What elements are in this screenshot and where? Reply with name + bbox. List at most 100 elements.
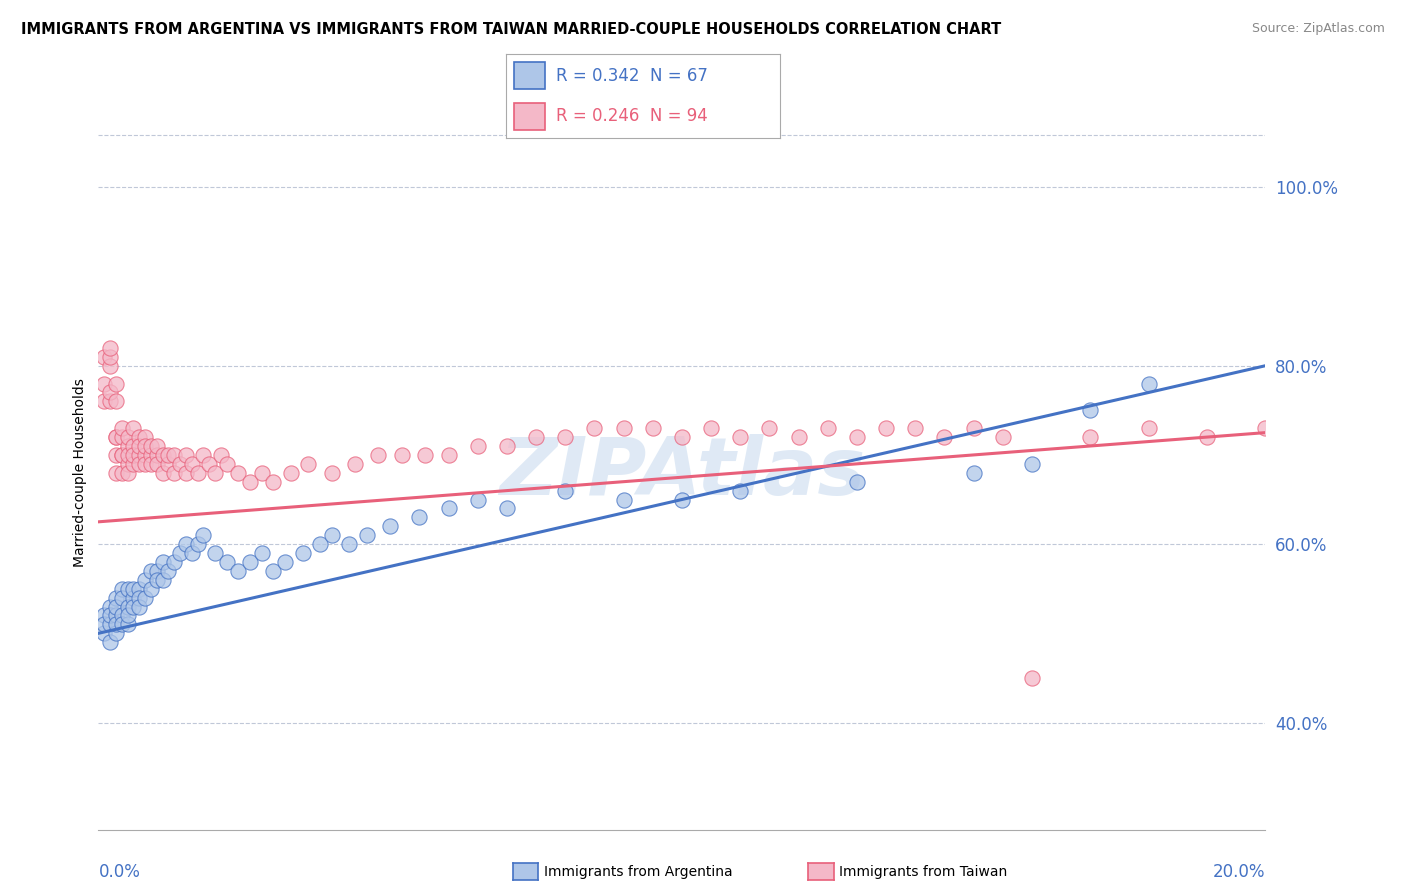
Point [215, 555, 238, 569]
Point [104, 599, 127, 614]
Point [134, 573, 156, 587]
Point [134, 439, 156, 453]
Point [309, 537, 332, 551]
Point [239, 475, 262, 489]
Point [98, 350, 121, 364]
Point [180, 546, 202, 560]
Point [93, 626, 115, 640]
Point [280, 466, 302, 480]
Y-axis label: Married-couple Households: Married-couple Households [73, 378, 87, 567]
Point [128, 439, 150, 453]
Point [111, 466, 134, 480]
Point [111, 582, 134, 596]
Point [991, 430, 1014, 444]
Point [297, 457, 319, 471]
Point [157, 448, 180, 462]
Point [180, 457, 202, 471]
Point [904, 421, 927, 435]
Point [128, 448, 150, 462]
Point [641, 421, 664, 435]
Text: ZIPAtlas: ZIPAtlas [499, 434, 865, 512]
Point [146, 439, 169, 453]
Point [122, 457, 145, 471]
Point [98, 385, 121, 400]
Point [413, 448, 436, 462]
Point [262, 564, 284, 578]
Point [117, 617, 139, 632]
Point [321, 466, 343, 480]
Point [495, 501, 517, 516]
Point [111, 448, 134, 462]
Point [104, 448, 127, 462]
Point [139, 439, 162, 453]
Point [467, 492, 489, 507]
Point [134, 457, 156, 471]
Point [93, 608, 115, 623]
Point [117, 608, 139, 623]
Point [117, 466, 139, 480]
Point [117, 430, 139, 444]
Point [128, 582, 150, 596]
Point [134, 430, 156, 444]
Point [187, 466, 209, 480]
Point [467, 439, 489, 453]
Point [152, 466, 174, 480]
Point [98, 635, 121, 649]
Point [128, 457, 150, 471]
Point [117, 582, 139, 596]
Point [1137, 421, 1160, 435]
Point [117, 599, 139, 614]
Point [139, 457, 162, 471]
Point [262, 475, 284, 489]
Point [104, 394, 127, 409]
Point [104, 591, 127, 605]
Point [104, 430, 127, 444]
Point [163, 466, 186, 480]
Point [111, 608, 134, 623]
Bar [515, 103, 544, 130]
Point [117, 439, 139, 453]
Point [875, 421, 897, 435]
Point [378, 519, 402, 533]
Point [215, 457, 238, 471]
Point [250, 466, 273, 480]
Point [728, 430, 751, 444]
Text: 20.0%: 20.0% [1213, 863, 1265, 881]
Point [193, 448, 215, 462]
Point [98, 394, 121, 409]
Point [495, 439, 517, 453]
Bar [515, 62, 544, 89]
Point [671, 430, 693, 444]
Point [554, 483, 576, 498]
Point [139, 582, 162, 596]
Point [111, 421, 134, 435]
Point [169, 546, 191, 560]
Point [174, 466, 197, 480]
Point [93, 394, 115, 409]
Point [228, 564, 250, 578]
Point [845, 430, 868, 444]
Point [204, 466, 226, 480]
Point [157, 457, 180, 471]
Point [104, 430, 127, 444]
Point [671, 492, 693, 507]
Point [152, 573, 174, 587]
Point [1137, 376, 1160, 391]
Point [163, 448, 186, 462]
Point [146, 448, 169, 462]
Text: R = 0.342  N = 67: R = 0.342 N = 67 [555, 67, 707, 85]
Point [128, 430, 150, 444]
Point [337, 537, 360, 551]
Point [169, 457, 191, 471]
Point [117, 457, 139, 471]
Point [1080, 403, 1102, 417]
Point [612, 421, 634, 435]
Point [122, 599, 145, 614]
Point [554, 430, 576, 444]
Point [98, 608, 121, 623]
Point [157, 564, 180, 578]
Point [187, 537, 209, 551]
Point [104, 466, 127, 480]
Point [728, 483, 751, 498]
Point [1021, 671, 1043, 685]
